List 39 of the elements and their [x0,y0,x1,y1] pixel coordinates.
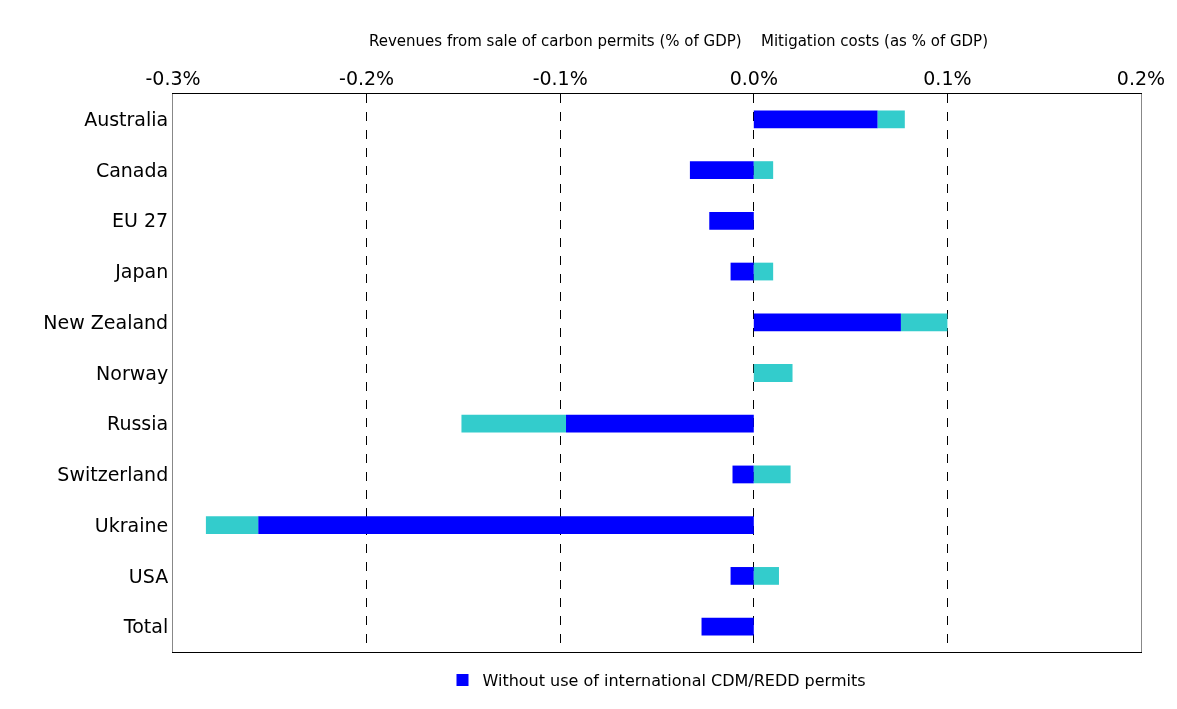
bar [701,617,754,636]
x-tick-label: 0.2% [1116,67,1166,90]
bar [753,110,878,129]
x-tick-label: 0.1% [923,67,972,90]
y-tick-label: EU 27 [112,209,169,232]
y-tick-label: Ukraine [94,513,169,536]
bar [205,516,259,535]
text: Mitigation costs (as % of GDP) [761,32,989,50]
y-tick-label: Total [122,615,169,638]
bar [877,110,905,129]
bar [730,262,754,281]
bar [753,364,793,382]
bar [753,161,774,179]
bar [730,567,754,585]
y-tick-label: Japan [114,260,169,283]
legend-label: Without use of international CDM/REDD permits [482,671,866,691]
y-tick-label: USA [128,564,169,587]
bar [566,414,754,433]
bar [753,313,901,332]
bar [732,465,754,484]
bar [753,567,779,585]
y-tick-label: Norway [96,361,169,384]
bar [753,465,791,484]
y-tick-label: Switzerland [57,463,169,486]
bar [900,313,948,332]
y-tick-label: Australia [84,108,169,131]
text: Revenues from sale of carbon permits (% of GDP) [369,32,742,50]
bar [258,516,754,535]
y-tick-label: New Zealand [43,310,169,333]
x-tick-label: -0.2% [339,67,395,90]
x-tick-label: -0.1% [532,67,588,90]
bar [709,211,754,230]
x-tick-label: 0.0% [729,67,778,90]
bar [461,414,567,433]
y-tick-label: Canada [95,158,169,181]
x-tick-label: -0.3% [145,67,201,90]
bar [689,161,754,179]
y-tick-label: Russia [107,412,169,435]
bar [753,262,774,281]
